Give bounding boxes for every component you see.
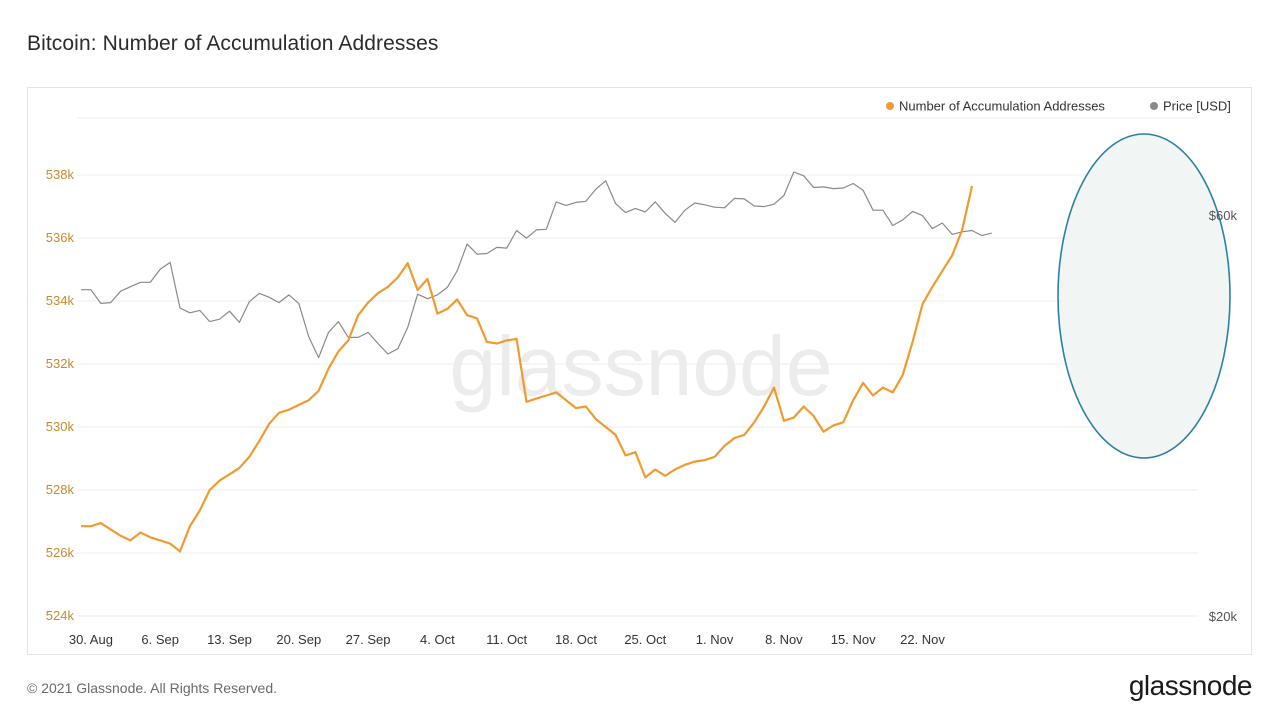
x-tick-label: 18. Oct	[555, 632, 597, 647]
legend: Number of Accumulation Addresses Price […	[886, 99, 1231, 114]
watermark: glassnode	[450, 319, 833, 413]
legend-label-price: Price [USD]	[1163, 99, 1231, 114]
accumulation-series-line	[81, 185, 974, 553]
x-tick-label: 13. Sep	[207, 632, 252, 647]
left-tick-label: 524k	[46, 608, 75, 623]
x-axis: 30. Aug 6. Sep 13. Sep 20. Sep 27. Sep 4. Oct…	[69, 632, 946, 647]
left-tick-label: 538k	[46, 167, 75, 182]
left-tick-label: 530k	[46, 419, 75, 434]
chart-svg: glassnode 524k 526k 528k 530k 532k 534k 536k 53…	[46, 99, 1238, 648]
x-tick-label: 8. Nov	[765, 632, 803, 647]
left-tick-label: 532k	[46, 356, 75, 371]
left-tick-label: 534k	[46, 293, 75, 308]
x-tick-label: 30. Aug	[69, 632, 113, 647]
chart-frame: glassnode 524k 526k 528k 530k 532k 534k 536k 53…	[27, 87, 1252, 655]
legend-dot-accumulation	[886, 102, 894, 110]
legend-dot-price	[1150, 102, 1158, 110]
legend-item-price[interactable]: Price [USD]	[1150, 99, 1231, 114]
left-tick-label: 526k	[46, 545, 75, 560]
left-axis: 524k 526k 528k 530k 532k 534k 536k 538k	[46, 167, 75, 623]
right-tick-label: $60k	[1209, 208, 1238, 223]
legend-label-accumulation: Number of Accumulation Addresses	[899, 99, 1105, 114]
x-tick-label: 25. Oct	[624, 632, 666, 647]
price-series-line	[81, 171, 992, 359]
grid-lines	[77, 117, 1198, 617]
x-tick-label: 20. Sep	[276, 632, 321, 647]
copyright-text: © 2021 Glassnode. All Rights Reserved.	[27, 680, 278, 696]
x-tick-label: 1. Nov	[696, 632, 734, 647]
legend-item-accumulation[interactable]: Number of Accumulation Addresses	[886, 99, 1105, 114]
left-tick-label: 528k	[46, 482, 75, 497]
right-axis: $20k $60k	[1209, 208, 1238, 624]
glassnode-logo[interactable]: glassnode	[1128, 670, 1253, 701]
x-tick-label: 4. Oct	[420, 632, 455, 647]
x-tick-label: 11. Oct	[486, 632, 527, 647]
page-title: Bitcoin: Number of Accumulation Addresse…	[27, 32, 439, 55]
left-tick-label: 536k	[46, 230, 75, 245]
x-tick-label: 22. Nov	[900, 632, 945, 647]
x-tick-label: 6. Sep	[141, 632, 179, 647]
highlight-ellipse	[1057, 133, 1231, 459]
x-tick-label: 27. Sep	[346, 632, 391, 647]
right-tick-label: $20k	[1209, 609, 1238, 624]
x-tick-label: 15. Nov	[831, 632, 876, 647]
